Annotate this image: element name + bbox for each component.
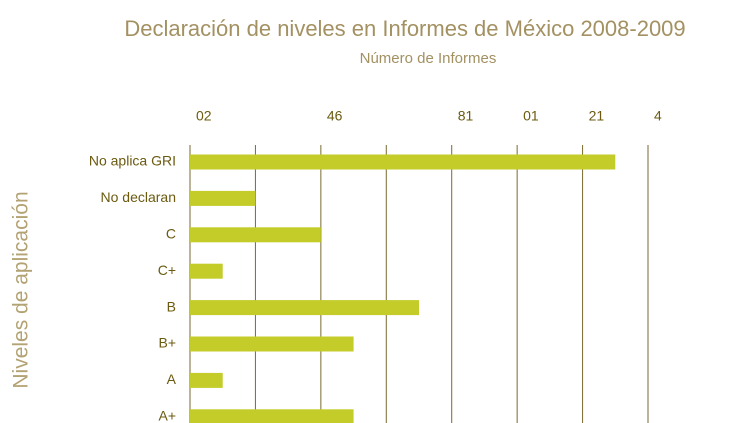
y-tick-label: No declaran <box>101 189 177 205</box>
x-tick-label: 02 <box>196 108 212 124</box>
bar <box>190 336 354 352</box>
y-tick-label: No aplica GRI <box>89 153 176 169</box>
y-tick-label: B <box>167 298 176 314</box>
bar <box>190 300 419 316</box>
y-tick-label: A+ <box>158 408 176 423</box>
x-tick-label: 4 <box>654 108 662 124</box>
bar <box>190 227 321 243</box>
bar <box>190 409 354 423</box>
y-tick-label: C <box>166 226 176 242</box>
bar <box>190 372 223 388</box>
bar <box>190 263 223 279</box>
y-axis-label: Niveles de aplicación <box>10 191 33 388</box>
x-tick-label: 01 <box>523 108 539 124</box>
bar <box>190 190 256 206</box>
y-tick-label: C+ <box>158 262 176 278</box>
y-tick-label: B+ <box>158 335 176 351</box>
x-tick-label: 46 <box>327 108 343 124</box>
x-tick-label: 81 <box>458 108 474 124</box>
chart-title: Declaración de niveles en Informes de Mé… <box>124 16 685 41</box>
y-tick-label: A <box>167 371 177 387</box>
bar <box>190 154 616 170</box>
chart-subtitle: Número de Informes <box>360 50 497 67</box>
x-tick-label: 21 <box>589 108 605 124</box>
